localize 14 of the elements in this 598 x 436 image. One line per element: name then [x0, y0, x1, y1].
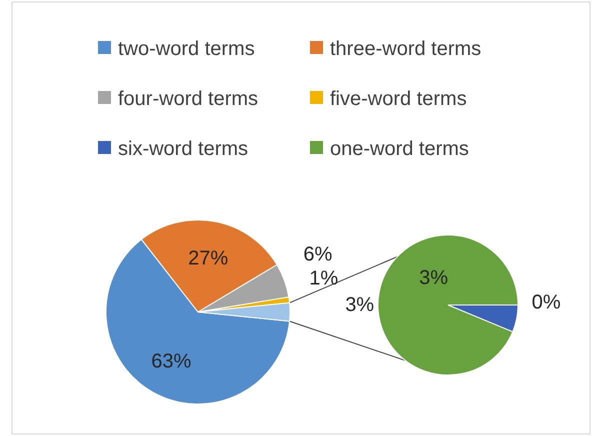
- legend-label: one-word terms: [330, 138, 469, 160]
- legend-label: two-word terms: [118, 38, 255, 60]
- data-label: 63%: [151, 350, 192, 372]
- legend-label: four-word terms: [118, 88, 258, 110]
- legend-label: five-word terms: [330, 88, 467, 110]
- data-label: 0%: [532, 292, 561, 314]
- data-label: 3%: [419, 266, 448, 289]
- legend-label: six-word terms: [118, 138, 248, 160]
- data-label: 1%: [309, 267, 338, 290]
- data-label: 27%: [188, 248, 228, 270]
- data-label: 3%: [345, 294, 374, 316]
- legend-label: three-word terms: [330, 38, 482, 60]
- data-label: 6%: [303, 243, 333, 266]
- pie-slice: [378, 234, 518, 376]
